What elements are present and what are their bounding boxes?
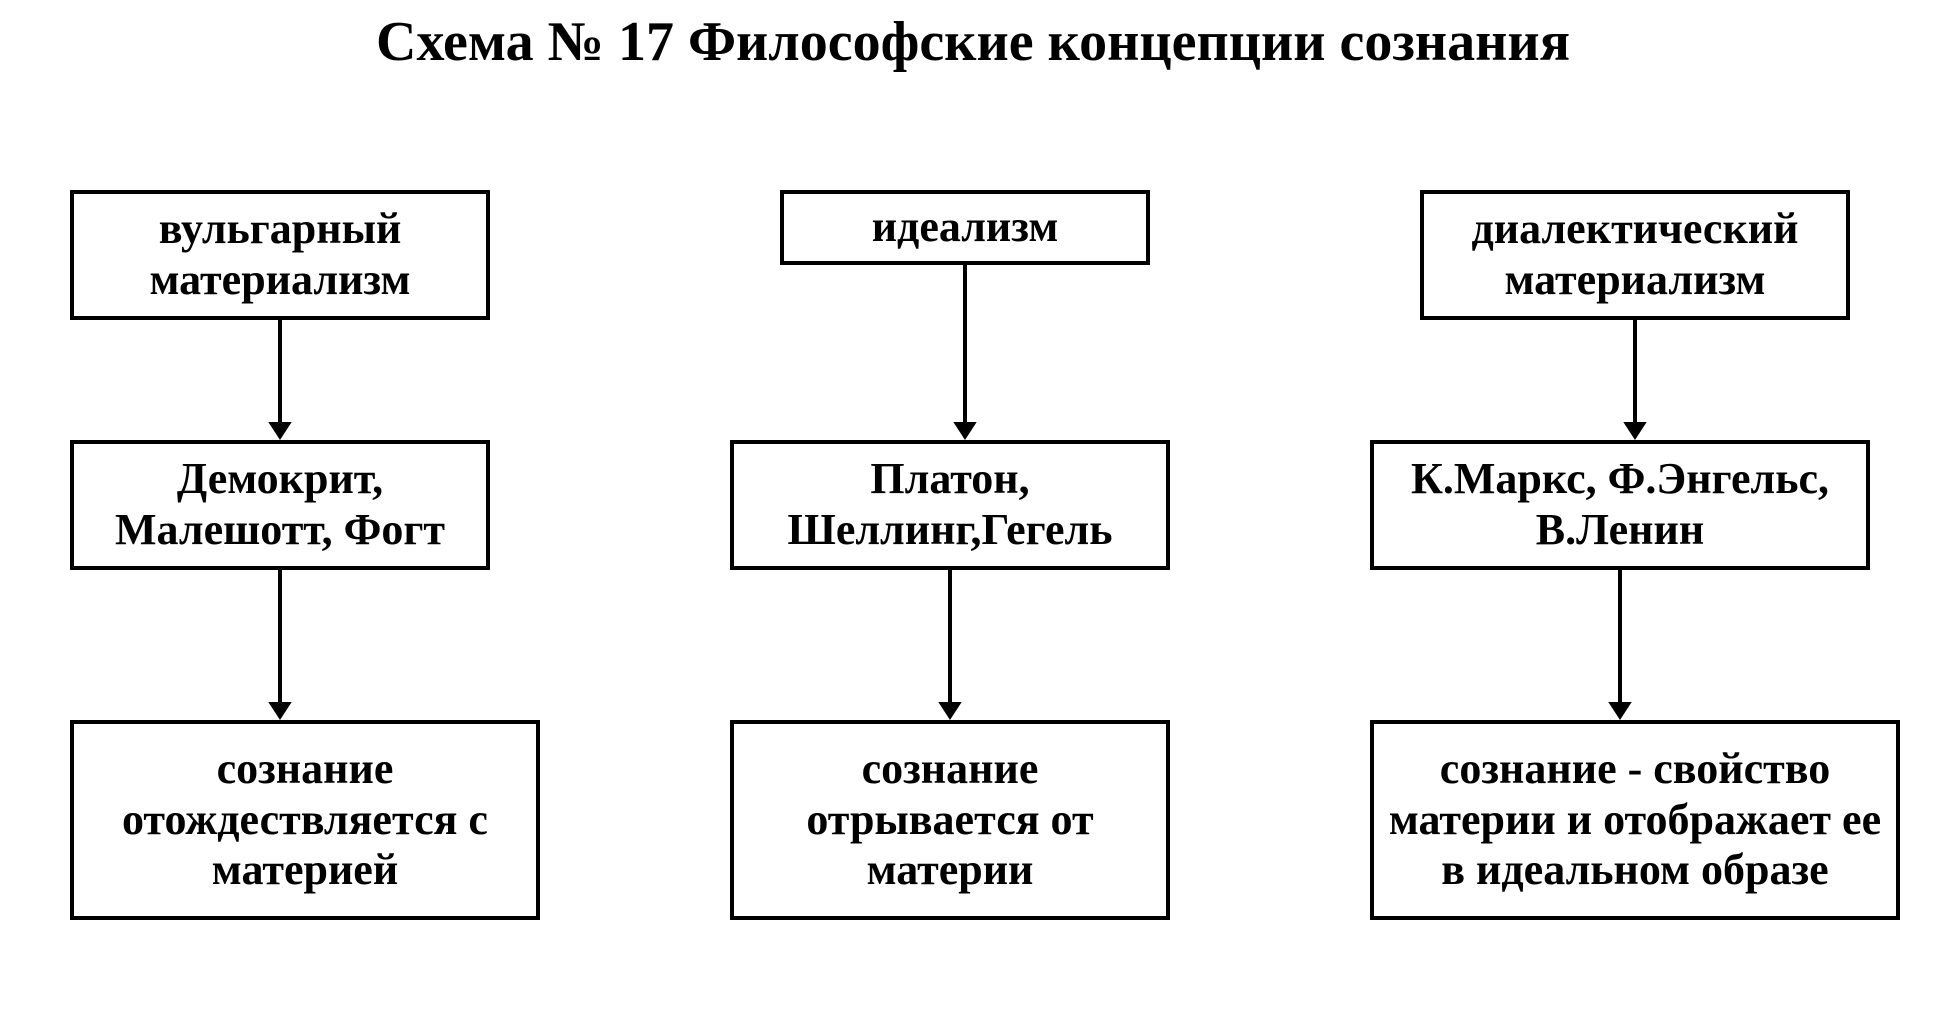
node-label: Демокрит, Малешотт, Фогт <box>84 454 476 555</box>
node-center-concept: идеализм <box>780 190 1150 265</box>
node-label: К.Маркс, Ф.Энгельс, В.Ленин <box>1384 454 1856 555</box>
node-left-thesis: сознание отождествляется с материей <box>70 720 540 920</box>
node-right-thesis: сознание - свойство материи и отображает… <box>1370 720 1900 920</box>
node-right-concept: диалектический материализм <box>1420 190 1850 320</box>
diagram-title: Схема № 17 Философские концепции сознани… <box>0 10 1946 74</box>
node-center-authors: Платон, Шеллинг,Гегель <box>730 440 1170 570</box>
node-label: сознание отрывается от материи <box>744 744 1156 896</box>
node-label: Платон, Шеллинг,Гегель <box>744 454 1156 555</box>
node-right-authors: К.Маркс, Ф.Энгельс, В.Ленин <box>1370 440 1870 570</box>
node-label: вульгарный материализм <box>84 204 476 305</box>
node-label: сознание отождествляется с материей <box>84 744 526 896</box>
node-label: идеализм <box>872 202 1059 253</box>
node-label: диалектический материализм <box>1434 204 1836 305</box>
node-center-thesis: сознание отрывается от материи <box>730 720 1170 920</box>
node-label: сознание - свойство материи и отображает… <box>1384 744 1886 896</box>
node-left-concept: вульгарный материализм <box>70 190 490 320</box>
diagram-canvas: Схема № 17 Философские концепции сознани… <box>0 0 1946 1015</box>
node-left-authors: Демокрит, Малешотт, Фогт <box>70 440 490 570</box>
